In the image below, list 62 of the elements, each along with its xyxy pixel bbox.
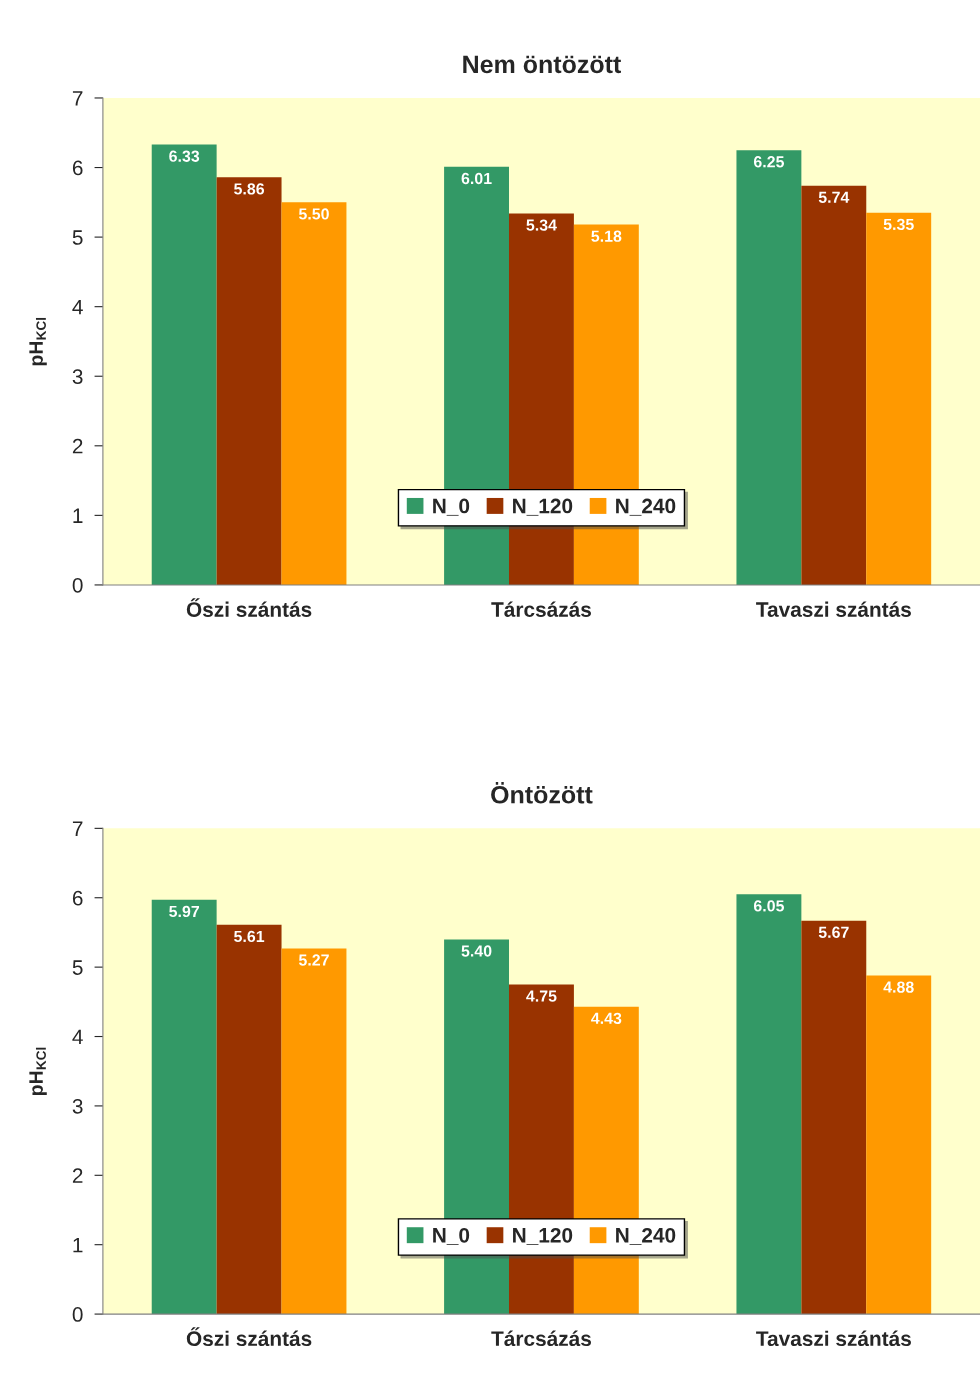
data-label: 5.27 bbox=[298, 954, 329, 966]
data-label: 5.67 bbox=[818, 926, 849, 938]
y-tick-label: 0 bbox=[72, 577, 83, 593]
x-tick-label: Őszi szántás bbox=[186, 598, 312, 617]
bar bbox=[216, 177, 282, 585]
bar bbox=[281, 948, 347, 1315]
bar bbox=[866, 212, 932, 585]
x-tick-label: Tavaszi szántás bbox=[756, 601, 911, 617]
data-label: 5.74 bbox=[818, 191, 850, 203]
y-tick-label: 4 bbox=[72, 1029, 83, 1045]
bar bbox=[736, 894, 802, 1315]
chart-title: Öntözött bbox=[491, 782, 593, 804]
bar bbox=[801, 185, 867, 585]
x-tick-label: Tavaszi szántás bbox=[756, 1330, 911, 1347]
y-tick-label: 5 bbox=[72, 960, 83, 975]
legend-label: N_120 bbox=[513, 1227, 573, 1245]
y-axis-title: pH$_{KCl}$ bbox=[29, 317, 47, 366]
y-axis-title: pH$_{KCl}$ bbox=[29, 1047, 47, 1096]
data-label: 5.40 bbox=[461, 945, 492, 957]
data-label: 5.34 bbox=[526, 219, 557, 231]
data-label: 6.25 bbox=[753, 156, 785, 168]
bar bbox=[866, 975, 932, 1315]
y-tick-label: 7 bbox=[72, 821, 83, 836]
data-label: 6.01 bbox=[461, 172, 492, 185]
y-tick-label: 1 bbox=[73, 1237, 83, 1253]
y-tick-label: 5 bbox=[72, 230, 83, 245]
bar bbox=[151, 144, 217, 585]
data-label: 6.05 bbox=[753, 900, 785, 912]
data-label: 6.33 bbox=[169, 150, 200, 162]
y-tick-label: 2 bbox=[72, 438, 83, 454]
y-tick-label: 3 bbox=[72, 1098, 83, 1114]
bar bbox=[151, 899, 217, 1315]
y-tick-label: 6 bbox=[72, 890, 83, 906]
data-label: 4.75 bbox=[526, 990, 557, 1002]
legend-label: N_120 bbox=[513, 498, 573, 516]
data-label: 4.43 bbox=[591, 1012, 622, 1024]
bar bbox=[736, 150, 802, 585]
y-tick-label: 4 bbox=[72, 299, 83, 315]
data-label: 5.97 bbox=[169, 905, 200, 918]
data-label: 5.61 bbox=[234, 930, 265, 943]
bar bbox=[216, 924, 282, 1315]
x-tick-label: Őszi szántás bbox=[186, 1327, 312, 1347]
y-tick-label: 6 bbox=[72, 160, 83, 176]
legend-label: N_240 bbox=[616, 498, 676, 516]
y-tick-label: 0 bbox=[72, 1307, 83, 1322]
y-tick-label: 3 bbox=[72, 369, 83, 384]
legend-label: N_240 bbox=[616, 1227, 676, 1245]
bar bbox=[801, 920, 867, 1315]
bar bbox=[281, 202, 347, 585]
y-tick-label: 1 bbox=[73, 508, 83, 523]
data-label: 5.86 bbox=[234, 183, 265, 195]
data-label: 5.35 bbox=[883, 218, 914, 231]
y-tick-label: 7 bbox=[72, 91, 83, 106]
legend-label: N_0 bbox=[433, 1227, 470, 1245]
legend-label: N_0 bbox=[433, 498, 470, 516]
data-label: 5.18 bbox=[591, 230, 622, 242]
x-tick-label: Tárcsázás bbox=[491, 1330, 591, 1347]
y-tick-label: 2 bbox=[72, 1168, 83, 1183]
data-label: 4.88 bbox=[883, 981, 914, 993]
data-label: 5.50 bbox=[298, 208, 329, 220]
x-tick-label: Tárcsázás bbox=[491, 601, 591, 617]
chart-title: Nem öntözött bbox=[463, 55, 621, 74]
